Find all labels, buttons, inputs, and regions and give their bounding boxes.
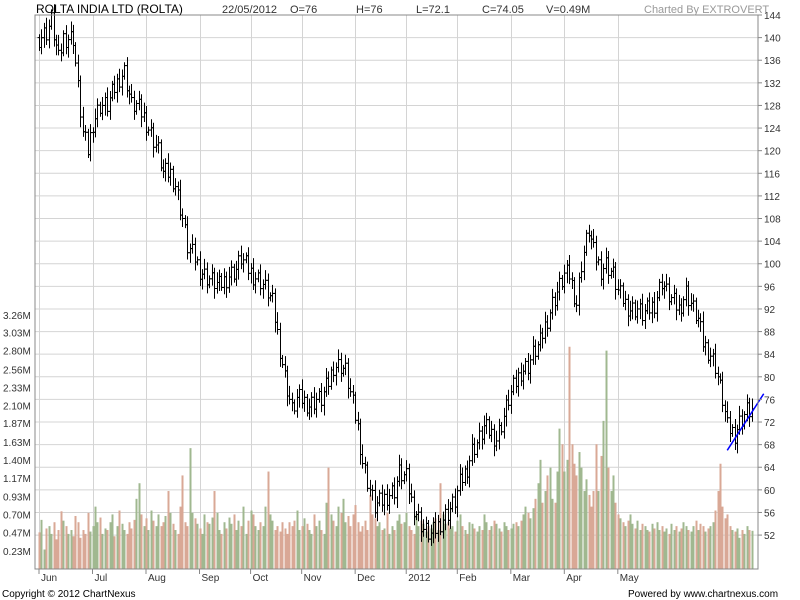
volume-tick-label: 1.40M: [3, 456, 31, 467]
time-tick-label: Jul: [95, 573, 108, 584]
price-tick-label: 132: [764, 79, 781, 90]
price-axis: 52 56 60 64 68 72 76 80 84 88 92 96 100 104 108 112 116 1…: [758, 11, 781, 542]
date-label: 22/05/2012: [222, 4, 277, 16]
volume-tick-label: 3.26M: [3, 311, 31, 322]
price-tick-label: 84: [764, 350, 776, 361]
volume-tick-label: 0.23M: [3, 547, 31, 558]
volume-bars: [38, 346, 754, 569]
time-tick-label: Mar: [513, 573, 531, 584]
price-tick-label: 64: [764, 463, 776, 474]
price-tick-label: 140: [764, 34, 781, 45]
price-tick-label: 144: [764, 11, 781, 22]
chart-title: ROLTA INDIA LTD (ROLTA): [36, 2, 183, 16]
volume-tick-label: 1.87M: [3, 419, 31, 430]
time-tick-label: Nov: [304, 573, 322, 584]
price-tick-label: 80: [764, 373, 776, 384]
price-tick-label: 96: [764, 282, 776, 293]
price-tick-label: 108: [764, 215, 781, 226]
price-tick-label: 120: [764, 147, 781, 158]
time-tick-label: Jun: [41, 573, 57, 584]
price-tick-label: 116: [764, 169, 780, 180]
price-tick-label: 136: [764, 56, 781, 67]
price-tick-label: 76: [764, 395, 776, 406]
powered-by-link[interactable]: Powered by www.chartnexus.com: [628, 589, 778, 600]
price-tick-label: 72: [764, 418, 776, 429]
volume-axis: 0.23M 0.47M 0.70M 0.93M 1.17M 1.40M 1.63M 1.87M…: [3, 311, 31, 558]
price-tick-label: 104: [764, 237, 781, 248]
time-tick-label: Sep: [202, 573, 220, 584]
volume-tick-label: 0.93M: [3, 492, 31, 503]
chart-credit: Charted By EXTROVERT: [644, 4, 769, 16]
volume-tick-label: 2.56M: [3, 365, 31, 376]
price-candles: [37, 4, 755, 546]
price-tick-label: 100: [764, 260, 781, 271]
low-label: L=72.1: [416, 4, 450, 16]
high-label: H=76: [356, 4, 383, 16]
close-label: C=74.05: [482, 4, 524, 16]
volume-tick-label: 1.17M: [3, 474, 31, 485]
price-tick-label: 68: [764, 441, 776, 452]
volume-tick-label: 2.80M: [3, 347, 31, 358]
price-tick-label: 56: [764, 508, 776, 519]
price-tick-label: 60: [764, 486, 776, 497]
volume-tick-label: 0.70M: [3, 510, 31, 521]
time-tick-label: May: [620, 573, 639, 584]
time-tick-label: Feb: [459, 573, 477, 584]
volume-label: V=0.49M: [546, 4, 590, 16]
price-tick-label: 92: [764, 305, 776, 316]
price-tick-label: 124: [764, 124, 781, 135]
price-tick-label: 112: [764, 192, 780, 203]
time-tick-label: Oct: [253, 573, 269, 584]
volume-tick-label: 2.10M: [3, 401, 31, 412]
price-tick-label: 88: [764, 328, 776, 339]
price-tick-label: 128: [764, 101, 781, 112]
volume-tick-label: 2.33M: [3, 383, 31, 394]
time-tick-label: Dec: [357, 573, 375, 584]
volume-tick-label: 0.47M: [3, 528, 31, 539]
open-label: O=76: [290, 4, 317, 16]
price-tick-label: 52: [764, 531, 776, 542]
plot-frame: [34, 14, 759, 570]
time-axis: Jun Jul Aug Sep Oct Nov Dec 2012 Feb Mar Apr May: [38, 569, 639, 584]
time-tick-label: Apr: [566, 573, 582, 584]
copyright-text: Copyright © 2012 ChartNexus: [2, 589, 136, 600]
time-tick-label: 2012: [408, 573, 431, 584]
time-tick-label: Aug: [148, 573, 166, 584]
volume-tick-label: 1.63M: [3, 438, 31, 449]
volume-tick-label: 3.03M: [3, 329, 31, 340]
